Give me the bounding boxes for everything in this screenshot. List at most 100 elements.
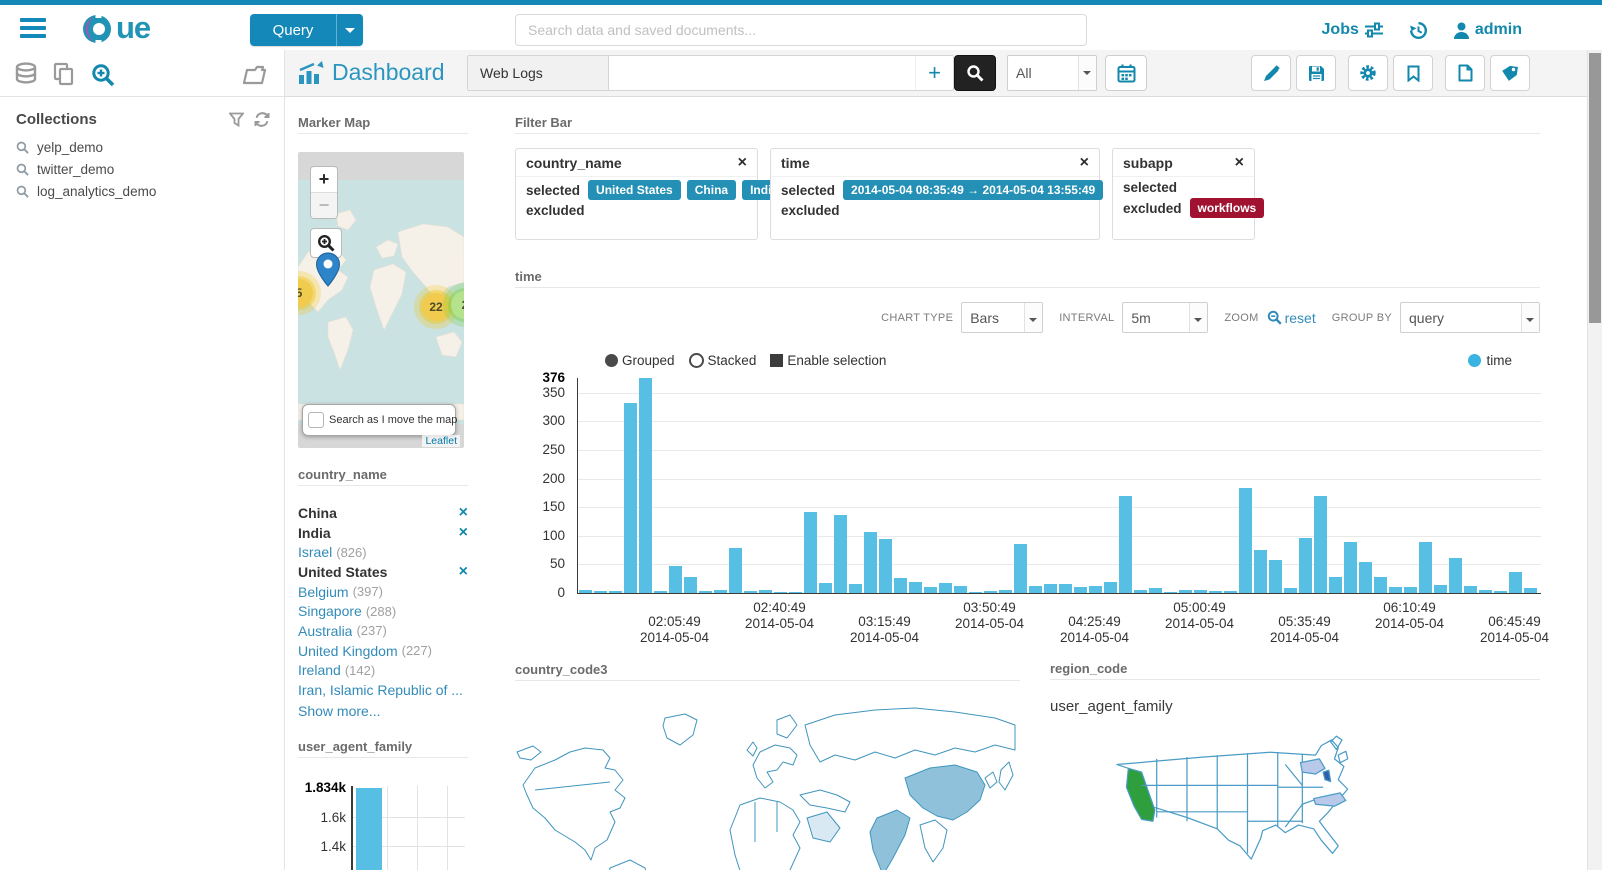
filter-pill[interactable]: United States [588,180,681,200]
facet-show-more-link[interactable]: Show more... [298,703,381,719]
facet-label[interactable]: United States [298,563,388,580]
time-bar[interactable] [624,402,637,593]
time-bar[interactable] [894,577,907,593]
time-bar[interactable] [669,565,682,593]
time-bar[interactable] [1239,488,1252,593]
time-bar[interactable] [684,577,697,593]
us-states-choropleth-map[interactable] [1100,726,1412,870]
filter-collections-icon[interactable] [229,112,244,127]
time-bar[interactable] [999,590,1012,593]
filter-pill[interactable]: China [686,180,737,200]
grouped-radio[interactable]: Grouped [605,353,675,368]
zoom-reset-link[interactable]: reset [1267,310,1316,326]
time-bar[interactable] [1014,544,1027,593]
time-bar[interactable] [834,514,847,593]
time-bar[interactable] [729,547,742,593]
time-bar[interactable] [1434,585,1447,593]
collection-item[interactable]: yelp_demo [0,136,284,158]
refresh-collections-icon[interactable] [254,112,270,127]
interval-select[interactable]: 5m [1122,302,1209,333]
time-bar[interactable] [1359,561,1372,593]
time-bar[interactable] [1374,577,1387,593]
time-bar[interactable] [819,583,832,593]
jobs-link[interactable]: Jobs [1322,21,1383,39]
scrollbar-thumb[interactable] [1589,53,1601,323]
time-bar[interactable] [1164,591,1177,593]
time-bar[interactable] [804,511,817,593]
save-dashboard-button[interactable] [1296,55,1336,91]
user-agent-chart[interactable]: 1.834k 1.6k 1.4k [293,780,468,870]
time-bar[interactable] [579,590,592,593]
time-bar[interactable] [699,591,712,593]
facet-item[interactable]: United Kingdom (227) [298,641,468,661]
close-icon[interactable]: × [737,154,747,171]
facet-item[interactable]: Israel (826) [298,542,468,562]
settings-button[interactable] [1348,55,1388,91]
time-bar[interactable] [1449,558,1462,593]
query-button[interactable]: Query [250,14,336,46]
time-bar[interactable] [1254,550,1267,593]
map-zoom-out-button[interactable]: − [311,192,337,218]
time-bar[interactable] [864,531,877,593]
vertical-scrollbar[interactable] [1587,50,1602,870]
time-bar[interactable] [1134,590,1147,593]
time-bar[interactable] [909,582,922,593]
time-bar[interactable] [1464,586,1477,593]
history-button[interactable] [1409,21,1428,40]
time-bar[interactable] [924,586,937,593]
time-bar[interactable] [774,591,787,593]
remove-facet-icon[interactable]: × [458,523,468,541]
folder-icon[interactable] [242,62,268,86]
query-dropdown-caret[interactable] [336,14,363,46]
facet-label[interactable]: Singapore [298,603,362,620]
time-bar[interactable] [1179,589,1192,593]
time-bar[interactable] [1284,588,1297,593]
documents-icon[interactable] [52,62,76,86]
time-bar[interactable] [849,584,862,593]
time-bar[interactable] [879,539,892,593]
index-selector[interactable]: Web Logs [468,56,609,90]
facet-label[interactable]: China [298,504,337,521]
time-bar[interactable] [1269,559,1282,593]
search-assist-icon[interactable] [90,62,116,88]
time-bar[interactable] [1344,541,1357,593]
search-as-move-checkbox[interactable] [308,412,324,428]
enable-selection-checkbox[interactable]: Enable selection [770,353,886,368]
time-bar[interactable] [1089,586,1102,593]
facet-label[interactable]: Israel [298,544,333,561]
time-bar[interactable] [759,590,772,593]
time-bar[interactable] [1419,542,1432,593]
facet-item[interactable]: India × [298,523,468,543]
facet-label[interactable]: Ireland [298,662,341,679]
facet-item[interactable]: Belgium (397) [298,582,468,602]
facet-item[interactable]: United States × [298,562,468,582]
facet-item[interactable]: Ireland (142) [298,661,468,681]
time-bar[interactable] [1104,581,1117,593]
time-bar[interactable] [1074,587,1087,593]
time-bar[interactable] [1314,495,1327,593]
facet-item[interactable]: Iran, Islamic Republic of ... [298,680,468,700]
add-term-button[interactable]: + [915,56,953,90]
time-bar[interactable] [744,591,757,593]
new-document-button[interactable] [1445,55,1485,91]
collection-item[interactable]: log_analytics_demo [0,180,284,202]
time-bar[interactable] [594,591,607,593]
time-bar[interactable] [1059,584,1072,593]
time-bar[interactable] [954,586,967,593]
hue-logo[interactable]: ue [80,10,151,46]
close-icon[interactable]: × [1079,154,1089,171]
time-bar[interactable] [639,378,652,593]
map-marker-pin[interactable] [315,252,341,288]
facet-item[interactable]: Australia (237) [298,621,468,641]
facet-label[interactable]: Australia [298,622,353,639]
series-legend[interactable]: time [1468,353,1512,368]
time-chart-plot[interactable] [577,378,1541,594]
world-choropleth-map[interactable] [515,690,1020,870]
time-bar[interactable] [1299,537,1312,593]
group-by-select[interactable]: query [1400,302,1540,333]
time-bar[interactable] [1149,588,1162,593]
filter-pill[interactable]: workflows [1189,198,1265,218]
remove-facet-icon[interactable]: × [458,562,468,580]
menu-icon[interactable] [20,18,46,42]
user-menu[interactable]: admin [1453,21,1522,39]
